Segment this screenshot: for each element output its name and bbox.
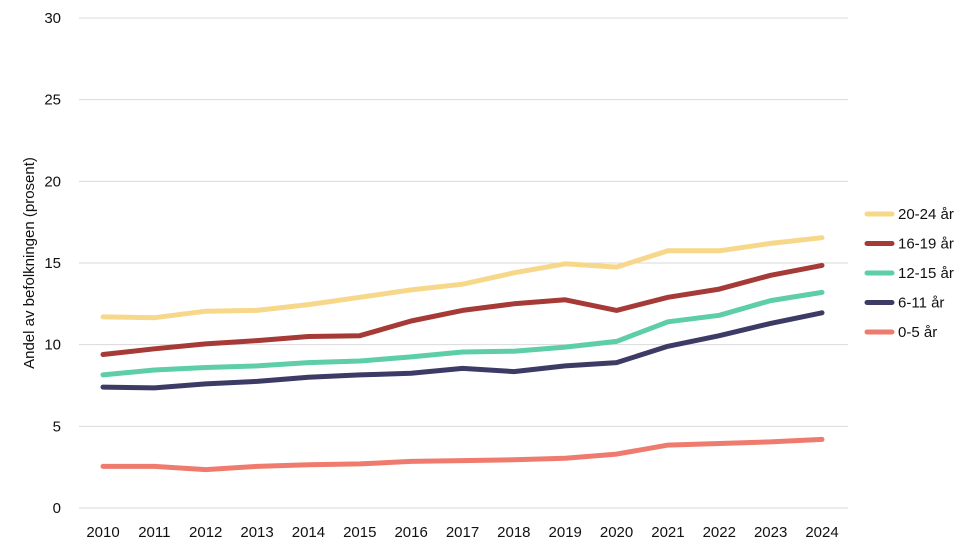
y-axis-ticks: 0 5 10 15 20 25 30: [44, 10, 61, 517]
legend-label: 20-24 år: [898, 206, 954, 223]
x-tick-label: 2016: [394, 524, 427, 541]
x-tick-label: 2014: [292, 524, 325, 541]
x-tick-label: 2023: [754, 524, 787, 541]
legend: 20-24 år 16-19 år 12-15 år 6-11 år 0-5 år: [864, 206, 954, 341]
gridlines: [79, 17, 848, 509]
y-tick-label: 25: [44, 92, 61, 109]
x-axis-ticks: 2010 2011 2012 2013 2014 2015 2016 2017 2018 2019…: [86, 524, 838, 541]
y-tick-label: 10: [44, 337, 61, 354]
x-tick-label: 2010: [86, 524, 119, 541]
x-tick-label: 2024: [805, 524, 838, 541]
x-tick-label: 2015: [343, 524, 376, 541]
legend-label: 0-5 år: [898, 324, 937, 341]
legend-label: 6-11 år: [898, 295, 944, 312]
series-line: [100, 436, 825, 473]
series-lines: [100, 235, 825, 473]
x-tick-label: 2018: [497, 524, 530, 541]
x-tick-label: 2012: [189, 524, 222, 541]
x-tick-label: 2022: [703, 524, 736, 541]
x-tick-label: 2020: [600, 524, 633, 541]
x-tick-label: 2021: [651, 524, 684, 541]
y-tick-label: 15: [44, 255, 61, 272]
y-tick-label: 0: [53, 500, 61, 517]
y-tick-label: 30: [44, 10, 61, 27]
x-tick-label: 2019: [549, 524, 582, 541]
x-tick-label: 2011: [138, 524, 170, 541]
series-line: [100, 310, 825, 391]
y-tick-label: 5: [53, 418, 61, 435]
legend-label: 12-15 år: [898, 265, 954, 282]
series-line: [100, 235, 825, 321]
legend-label: 16-19 år: [898, 236, 954, 253]
series-line: [100, 289, 825, 378]
x-tick-label: 2013: [240, 524, 273, 541]
y-axis-title: Andel av befolkningen (prosent): [21, 157, 38, 369]
series-line: [100, 262, 825, 357]
y-tick-label: 20: [44, 173, 61, 190]
x-tick-label: 2017: [446, 524, 479, 541]
